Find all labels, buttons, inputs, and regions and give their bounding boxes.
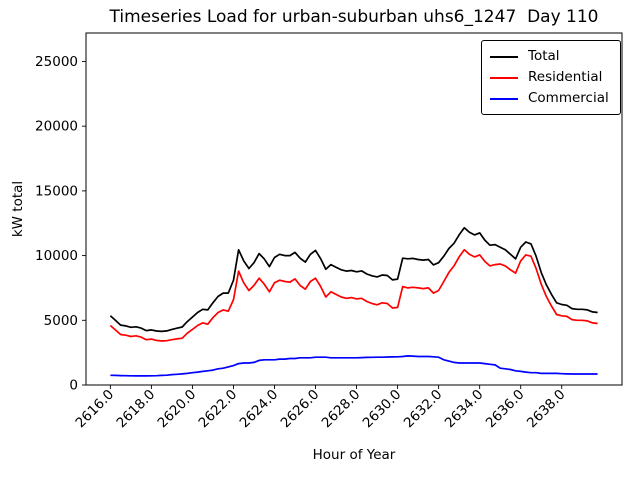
y-tick-label: 15000 [35,183,78,199]
legend-label-total: Total [528,47,560,64]
legend-label-residential: Residential [528,68,603,85]
x-tick-label: 2618.0 [114,387,159,432]
y-tick-label: 0 [69,378,78,394]
x-tick-label: 2638.0 [524,387,569,432]
x-tick-label: 2634.0 [442,387,487,432]
y-tick-label: 10000 [35,248,78,264]
legend-line-residential-icon [490,76,518,79]
x-tick-label: 2616.0 [72,387,117,432]
series-line-commercial [110,355,598,377]
legend-line-total-icon [490,55,518,58]
legend-item-total: Total [490,46,612,67]
legend-item-commercial: Commercial [490,88,612,109]
legend: Total Residential Commercial [481,40,621,115]
x-tick-label: 2620.0 [155,387,200,432]
y-tick-label: 5000 [44,313,78,329]
x-axis-label: Hour of Year [313,447,396,463]
legend-label-commercial: Commercial [528,89,609,106]
legend-item-residential: Residential [490,67,612,88]
x-tick-label: 2626.0 [278,387,323,432]
y-axis-label: kW total [10,181,26,237]
series-line-total [109,226,598,333]
x-tick-label: 2628.0 [319,387,364,432]
x-tick-label: 2622.0 [196,387,241,432]
x-tick-label: 2624.0 [237,387,282,432]
x-tick-label: 2636.0 [483,387,528,432]
x-tick-label: 2630.0 [360,387,405,432]
chart-title: Timeseries Load for urban-suburban uhs6_… [109,7,599,27]
series-line-residential [109,248,598,342]
axes-frame [85,32,623,386]
y-tick-label: 20000 [35,119,78,135]
x-tick-label: 2632.0 [401,387,446,432]
y-tick-label: 25000 [35,54,78,70]
legend-line-commercial-icon [490,97,518,100]
